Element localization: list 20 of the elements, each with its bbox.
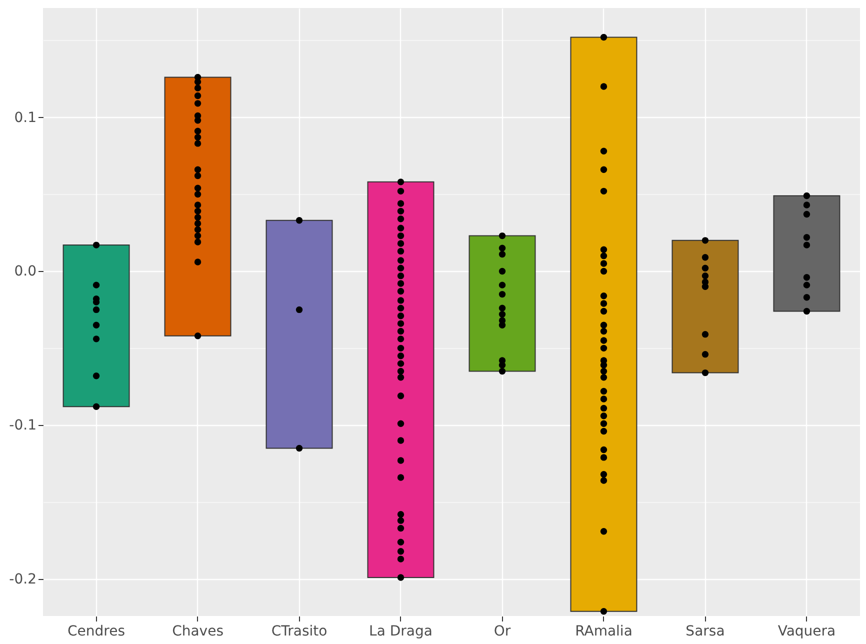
x-tick-label: La Draga	[369, 624, 432, 640]
bar	[570, 36, 638, 612]
x-tick-label: Sarsa	[686, 624, 725, 640]
bar	[672, 240, 739, 374]
bar	[468, 235, 536, 372]
x-tick-label: Cendres	[68, 624, 126, 640]
x-tick-label: RAmalia	[575, 624, 632, 640]
y-tick-label: 0.0	[14, 264, 36, 280]
y-tick-label: -0.1	[9, 418, 36, 434]
y-tick-label: 0.1	[14, 110, 36, 126]
bar	[266, 220, 333, 449]
x-tick-label: Vaquera	[778, 624, 836, 640]
y-tick-label: -0.2	[9, 572, 36, 588]
x-tick-label: CTrasito	[271, 624, 328, 640]
x-tick-label: Or	[494, 624, 511, 640]
bar	[62, 244, 130, 408]
bar	[164, 76, 232, 336]
bar	[367, 181, 434, 578]
x-tick-label: Chaves	[172, 624, 224, 640]
bar	[773, 195, 840, 312]
